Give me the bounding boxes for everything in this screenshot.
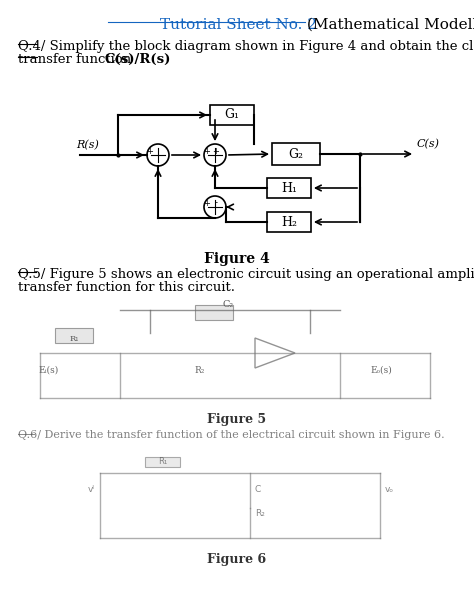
FancyBboxPatch shape (272, 143, 320, 165)
FancyBboxPatch shape (145, 457, 180, 467)
Text: R₂: R₂ (195, 366, 205, 375)
Text: Eᵢ(s): Eᵢ(s) (38, 366, 58, 375)
Text: +: + (146, 147, 154, 156)
Text: Q.6/ Derive the transfer function of the electrical circuit shown in Figure 6.: Q.6/ Derive the transfer function of the… (18, 430, 445, 440)
Text: C₂: C₂ (222, 300, 234, 309)
Text: G₂: G₂ (289, 148, 303, 161)
Text: Q.5/ Figure 5 shows an electronic circuit using an operational amplifier. Find: Q.5/ Figure 5 shows an electronic circui… (18, 268, 474, 281)
Text: +: + (212, 147, 219, 156)
Text: vₒ: vₒ (385, 485, 394, 495)
Text: transfer function for this circuit.: transfer function for this circuit. (18, 281, 235, 294)
Text: C: C (255, 485, 261, 495)
Text: R₂: R₂ (255, 509, 265, 517)
Text: -: - (215, 199, 218, 207)
Text: Figure 5: Figure 5 (208, 413, 266, 426)
Text: R₁: R₁ (158, 457, 168, 466)
FancyBboxPatch shape (195, 305, 233, 320)
Text: +: + (203, 147, 210, 156)
Text: R₁: R₁ (69, 335, 79, 343)
Text: C(s): C(s) (417, 139, 440, 149)
Text: +: + (203, 199, 210, 207)
Text: Tutorial Sheet No. 2: Tutorial Sheet No. 2 (160, 18, 317, 32)
Text: H₂: H₂ (281, 216, 297, 229)
FancyBboxPatch shape (267, 212, 311, 232)
Text: vᴵ: vᴵ (88, 485, 95, 495)
Text: C(s)/R(s): C(s)/R(s) (105, 53, 172, 66)
Text: G₁: G₁ (225, 109, 239, 121)
Text: Eₒ(s): Eₒ(s) (370, 366, 392, 375)
Text: Q.4/ Simplify the block diagram shown in Figure 4 and obtain the closed-loop: Q.4/ Simplify the block diagram shown in… (18, 40, 474, 53)
FancyBboxPatch shape (55, 328, 93, 343)
Text: transfer function: transfer function (18, 53, 136, 66)
FancyBboxPatch shape (267, 178, 311, 198)
Text: Figure 4: Figure 4 (204, 252, 270, 266)
Text: H₁: H₁ (281, 181, 297, 194)
Text: (Mathematical Modelling): (Mathematical Modelling) (302, 18, 474, 32)
FancyBboxPatch shape (210, 105, 254, 125)
Text: Figure 6: Figure 6 (208, 553, 266, 566)
Text: R(s): R(s) (76, 140, 99, 150)
